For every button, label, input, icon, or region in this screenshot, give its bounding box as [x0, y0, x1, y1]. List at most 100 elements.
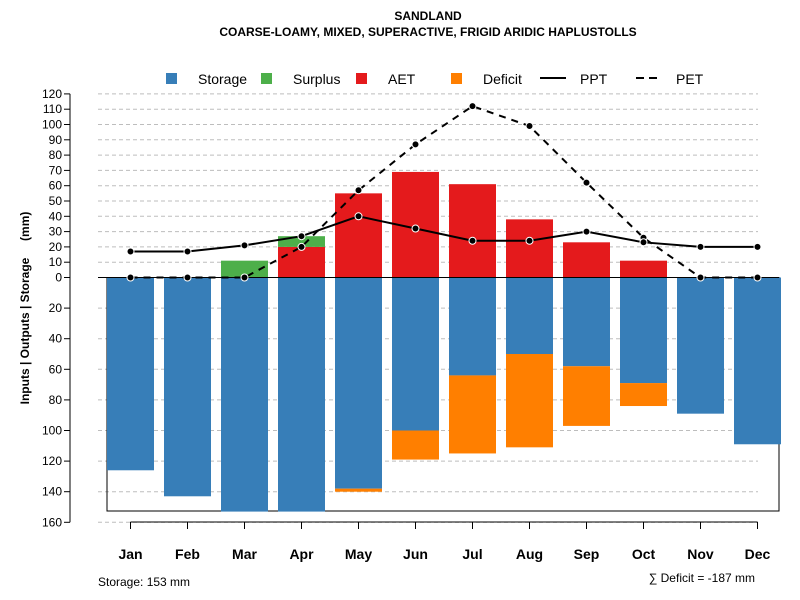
y-tick-label: 60 [49, 362, 63, 376]
x-tick-label-may: May [345, 546, 372, 562]
pet-line-point [582, 178, 591, 187]
legend-label-storage: Storage [198, 71, 247, 87]
deficit-bar [506, 354, 553, 448]
pet-line-point [354, 186, 363, 195]
storage-bar [392, 277, 439, 431]
storage-bar [734, 277, 781, 445]
storage-bar [563, 277, 610, 367]
storage-bar [221, 277, 268, 512]
ppt-line-point [183, 247, 192, 256]
legend-label-pet: PET [676, 71, 704, 87]
aet-bar [335, 193, 382, 278]
ppt-line-point [582, 227, 591, 236]
ppt-line-point [696, 242, 705, 251]
aet-bar [449, 184, 496, 278]
y-tick-label: 80 [49, 148, 63, 162]
y-tick-label: 30 [49, 225, 63, 239]
surplus-bar [221, 260, 268, 278]
y-tick-label: 20 [49, 301, 63, 315]
pet-line-point [126, 273, 135, 282]
y-tick-label: 80 [49, 393, 63, 407]
deficit-bar [335, 488, 382, 492]
legend-label-surplus: Surplus [293, 71, 340, 87]
x-tick-label-feb: Feb [175, 546, 200, 562]
storage-bar [335, 277, 382, 489]
ppt-line-point [240, 241, 249, 250]
aet-bar [278, 246, 325, 278]
x-tick-label-aug: Aug [516, 546, 543, 562]
x-tick-label-mar: Mar [232, 546, 257, 562]
legend-swatch-storage [166, 73, 177, 84]
storage-total-note: Storage: 153 mm [98, 575, 190, 589]
ppt-line-point [126, 247, 135, 256]
pet-line-point [753, 273, 762, 282]
y-tick-label: 100 [42, 118, 62, 132]
y-tick-label: 120 [42, 87, 62, 101]
storage-bar [449, 277, 496, 376]
legend-label-ppt: PPT [580, 71, 608, 87]
storage-bar [107, 277, 154, 471]
pet-line-point [297, 242, 306, 251]
pet-line-point [525, 122, 534, 131]
x-tick-label-apr: Apr [289, 546, 314, 562]
ppt-line-point [354, 212, 363, 221]
legend-label-deficit: Deficit [483, 71, 522, 87]
storage-bar [278, 277, 325, 512]
y-tick-label: 100 [42, 424, 62, 438]
deficit-bar [449, 375, 496, 454]
y-tick-label: 110 [43, 102, 62, 116]
y-tick-label: 40 [49, 332, 63, 346]
storage-bar [677, 277, 724, 414]
pet-line-point [183, 273, 192, 282]
deficit-bar [620, 383, 667, 407]
y-tick-label: 20 [49, 240, 63, 254]
y-tick-label: 140 [42, 485, 62, 499]
ppt-line-point [411, 224, 420, 233]
pet-line-point [240, 273, 249, 282]
y-tick-label: 10 [49, 255, 63, 269]
x-tick-label-dec: Dec [745, 546, 771, 562]
storage-bar [164, 277, 211, 497]
pet-line-point [411, 140, 420, 149]
x-tick-label-oct: Oct [632, 546, 656, 562]
legend-swatch-deficit [451, 73, 462, 84]
ppt-line-point [639, 238, 648, 247]
y-axis-label: Inputs | Outputs | Storage (mm) [18, 212, 32, 405]
chart-title: SANDLAND [394, 9, 462, 23]
y-tick-label: 160 [42, 515, 62, 529]
aet-bar [620, 260, 667, 278]
deficit-bar [392, 430, 439, 460]
pet-line-point [696, 273, 705, 282]
deficit-bar [563, 366, 610, 426]
ppt-line-point [468, 236, 477, 245]
ppt-line-point [297, 232, 306, 241]
y-tick-label: 90 [49, 133, 63, 147]
ppt-line-point [525, 236, 534, 245]
storage-bar [506, 277, 553, 354]
ppt-line [130, 215, 758, 253]
y-tick-label: 0 [55, 271, 62, 285]
x-tick-label-sep: Sep [574, 546, 600, 562]
aet-bar [563, 242, 610, 278]
legend-label-aet: AET [388, 71, 416, 87]
pet-line [130, 105, 758, 279]
y-tick-label: 70 [49, 163, 63, 177]
ppt-line-point [753, 242, 762, 251]
surplus-bar [278, 236, 325, 247]
y-tick-label: 60 [49, 179, 63, 193]
y-tick-label: 120 [42, 454, 62, 468]
legend-swatch-aet [356, 73, 367, 84]
x-tick-label-jan: Jan [118, 546, 142, 562]
x-tick-label-jun: Jun [403, 546, 428, 562]
x-tick-label-nov: Nov [687, 546, 714, 562]
pet-line-point [468, 102, 477, 111]
deficit-total-note: ∑ Deficit = -187 mm [649, 571, 755, 585]
y-tick-label: 40 [49, 209, 63, 223]
chart-subtitle: COARSE-LOAMY, MIXED, SUPERACTIVE, FRIGID… [219, 25, 636, 39]
aet-bar [506, 219, 553, 278]
x-tick-label-jul: Jul [462, 546, 482, 562]
storage-bar [620, 277, 667, 384]
y-tick-label: 50 [49, 194, 63, 208]
legend-swatch-surplus [261, 73, 272, 84]
